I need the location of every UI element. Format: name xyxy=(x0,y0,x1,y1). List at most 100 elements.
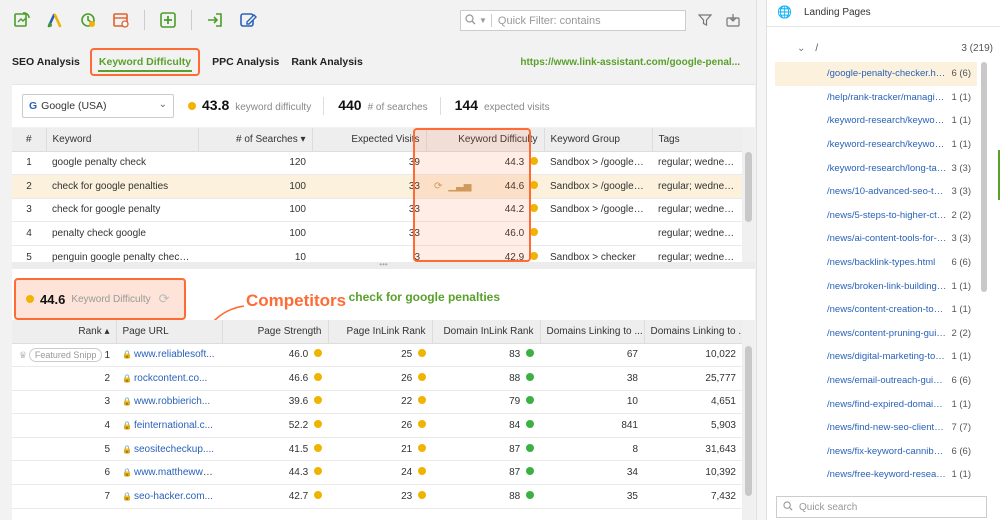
url-cell[interactable]: 🔒 feinternational.c... xyxy=(116,413,222,438)
url-cell[interactable]: 🔒 seositecheckup.... xyxy=(116,437,222,462)
column-header[interactable]: Page Strength xyxy=(222,320,329,344)
tree-item[interactable]: /news/email-outreach-guide.... 6 (6) xyxy=(775,369,977,393)
url-cell[interactable]: 🔒 www.matthewww... xyxy=(116,460,222,486)
landing-page-path[interactable]: /google-penalty-checker.html xyxy=(827,68,947,80)
tab-seo-analysis[interactable]: SEO Analysis xyxy=(12,56,80,68)
landing-page-path[interactable]: /news/email-outreach-guide.... xyxy=(827,375,947,387)
column-header[interactable]: Tags xyxy=(652,128,743,152)
chevron-down-icon[interactable]: ▼ xyxy=(479,16,487,25)
landing-page-path[interactable]: /news/find-new-seo-clients.h... xyxy=(827,422,947,434)
table-row[interactable]: ♛ Featured Snipp 1 🔒 www.reliablesoft... 46… xyxy=(12,343,742,368)
tree-item[interactable]: /keyword-research/keyword-... 1 (1) xyxy=(775,109,977,133)
url-cell[interactable]: 🔒 www.robbierich... xyxy=(116,390,222,415)
schedule-icon[interactable] xyxy=(111,10,131,30)
competitors-scrollbar[interactable] xyxy=(742,320,755,520)
table-row[interactable]: 1 google penalty check 120 39 44.3 Sandb… xyxy=(12,151,742,176)
tree-item[interactable]: /keyword-research/long-tail-... 3 (3) xyxy=(775,156,977,180)
column-header[interactable]: # xyxy=(12,128,47,152)
landing-page-path[interactable]: /news/backlink-types.html xyxy=(827,257,936,269)
tree-item[interactable]: /google-penalty-checker.html 6 (6) xyxy=(775,62,977,86)
tab-rank-analysis[interactable]: Rank Analysis xyxy=(291,56,363,68)
table-row[interactable]: 2 check for google penalties 100 33 ⟳ ▁▃… xyxy=(12,174,742,199)
page-url-link[interactable]: www.reliablesoft... xyxy=(133,349,215,361)
tree-item[interactable]: /news/backlink-types.html 6 (6) xyxy=(775,251,977,275)
table-row[interactable]: 3 check for google penalty 100 33 44.2 S… xyxy=(12,198,742,223)
scrollbar-thumb[interactable] xyxy=(745,152,752,222)
filter-icon[interactable] xyxy=(696,11,714,29)
landing-page-path[interactable]: /help/rank-tracker/managing-... xyxy=(827,91,947,103)
table-row[interactable]: 6 🔒 www.matthewww... 44.3 24 87 34 10,392 xyxy=(12,460,742,486)
tree-item[interactable]: /help/rank-tracker/managing-... 1 (1) xyxy=(775,86,977,110)
edit-icon[interactable] xyxy=(238,10,258,30)
tree-item[interactable]: /keyword-research/keyword-... 1 (1) xyxy=(775,133,977,157)
refresh-report-icon[interactable] xyxy=(12,10,32,30)
landing-page-path[interactable]: /news/digital-marketing-tools.... xyxy=(827,351,947,363)
column-header[interactable]: Rank ▴ xyxy=(12,320,117,344)
tree-item[interactable]: /news/find-new-seo-clients.h... 7 (7) xyxy=(775,416,977,440)
landing-page-path[interactable]: /news/broken-link-building.ht... xyxy=(827,280,947,292)
url-cell[interactable]: 🔒 www.reliablesoft... xyxy=(116,343,222,368)
page-url-link[interactable]: rockcontent.co... xyxy=(133,372,208,384)
landing-page-url[interactable]: https://www.link-assistant.com/google-pe… xyxy=(520,57,740,68)
url-cell[interactable]: 🔒 rockcontent.co... xyxy=(116,366,222,391)
vertical-splitter[interactable] xyxy=(756,0,766,520)
column-header[interactable]: Page InLink Rank xyxy=(328,320,433,344)
page-url-link[interactable]: www.matthewww... xyxy=(133,467,218,479)
table-row[interactable]: 4 🔒 feinternational.c... 52.2 26 84 841 5… xyxy=(12,413,742,438)
column-header[interactable]: Domains Linking to ... xyxy=(644,320,743,344)
table-row[interactable]: 5 🔒 seositecheckup.... 41.5 21 87 8 31,64… xyxy=(12,437,742,462)
tree-item[interactable]: /news/10-advanced-seo-tec... 3 (3) xyxy=(775,180,977,204)
tree-item[interactable]: /news/broken-link-building.ht... 1 (1) xyxy=(775,274,977,298)
chart-icon[interactable]: ▁▃▅ xyxy=(448,180,472,192)
landing-page-path[interactable]: /news/content-pruning-guide.... xyxy=(827,327,947,339)
update-icon[interactable] xyxy=(78,10,98,30)
landing-page-path[interactable]: /news/ai-content-tools-for-se... xyxy=(827,233,947,245)
recalculate-icon[interactable]: ⟳ xyxy=(434,180,443,192)
landing-page-path[interactable]: /news/5-steps-to-higher-ctr.... xyxy=(827,209,947,221)
tab-keyword-difficulty[interactable]: Keyword Difficulty xyxy=(89,48,201,76)
table-row[interactable]: 2 🔒 rockcontent.co... 46.6 26 88 38 25,77… xyxy=(12,366,742,391)
url-cell[interactable]: 🔒 seo-hacker.com... xyxy=(116,484,222,509)
tree-root-node[interactable]: ⌄/ 3 (219) xyxy=(797,43,993,54)
keywords-scrollbar[interactable] xyxy=(742,128,755,262)
landing-pages-scrollbar[interactable] xyxy=(980,62,988,482)
tree-item[interactable]: /news/content-creation-tools.... 1 (1) xyxy=(775,298,977,322)
table-row[interactable]: 7 🔒 seo-hacker.com... 42.7 23 88 35 7,432 xyxy=(12,484,742,509)
column-header[interactable]: # of Searches ▾ xyxy=(198,128,313,152)
table-row[interactable]: 3 🔒 www.robbierich... 39.6 22 79 10 4,651 xyxy=(12,390,742,415)
column-header[interactable]: Keyword Group xyxy=(544,128,653,152)
column-header[interactable]: Domain InLink Rank xyxy=(432,320,541,344)
google-ads-icon[interactable] xyxy=(45,10,65,30)
export-icon[interactable] xyxy=(724,11,742,29)
tree-item[interactable]: /news/free-keyword-researc... 1 (1) xyxy=(775,463,977,487)
quick-filter-input[interactable]: ▼ Quick Filter: contains xyxy=(460,10,686,31)
column-header[interactable]: Page URL xyxy=(116,320,223,344)
column-header[interactable]: Domains Linking to ... xyxy=(540,320,645,344)
scrollbar-thumb[interactable] xyxy=(745,346,752,496)
tree-item[interactable]: /news/ai-content-tools-for-se... 3 (3) xyxy=(775,227,977,251)
recalculate-icon[interactable]: ⟳ xyxy=(158,291,170,306)
page-url-link[interactable]: www.robbierich... xyxy=(133,396,211,408)
landing-page-path[interactable]: /keyword-research/keyword-... xyxy=(827,115,947,127)
scrollbar-thumb[interactable] xyxy=(981,62,987,292)
landing-page-path[interactable]: /news/free-keyword-researc... xyxy=(827,469,947,481)
landing-page-path[interactable]: /news/find-expired-domains.... xyxy=(827,398,947,410)
tree-item[interactable]: /news/digital-marketing-tools.... 1 (1) xyxy=(775,345,977,369)
tab-ppc-analysis[interactable]: PPC Analysis xyxy=(212,56,280,68)
column-header[interactable]: Expected Visits xyxy=(312,128,427,152)
tree-item[interactable]: /news/find-expired-domains.... 1 (1) xyxy=(775,392,977,416)
search-engine-select[interactable]: G Google (USA) ⌄ xyxy=(22,94,174,118)
page-url-link[interactable]: seositecheckup.... xyxy=(133,443,215,455)
panel-resize-handle[interactable]: ••• xyxy=(12,261,755,269)
quick-search-input[interactable]: Quick search xyxy=(776,496,987,518)
tree-item[interactable]: /news/content-pruning-guide.... 2 (2) xyxy=(775,322,977,346)
column-header[interactable]: Keyword Difficulty xyxy=(426,128,545,152)
table-row[interactable]: 4 penalty check google 100 33 46.0 regul… xyxy=(12,221,742,246)
page-url-link[interactable]: feinternational.c... xyxy=(133,420,213,432)
import-icon[interactable] xyxy=(205,10,225,30)
tree-item[interactable]: /news/fix-keyword-cannibaliz... 6 (6) xyxy=(775,440,977,464)
landing-page-path[interactable]: /news/fix-keyword-cannibaliz... xyxy=(827,445,947,457)
page-url-link[interactable]: seo-hacker.com... xyxy=(133,490,213,502)
landing-page-path[interactable]: /keyword-research/keyword-... xyxy=(827,139,947,151)
column-header[interactable]: Keyword xyxy=(46,128,199,152)
